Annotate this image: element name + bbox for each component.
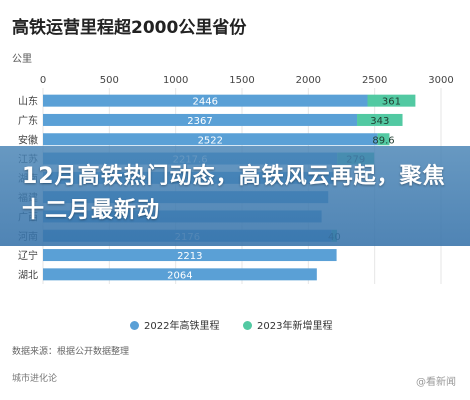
brand-logo-text: 城市进化论: [12, 374, 58, 384]
x-tick-label: 1500: [229, 75, 254, 86]
x-tick-label: 1000: [163, 75, 188, 86]
data-label: 343: [370, 116, 389, 127]
bar-segment: [357, 113, 403, 126]
data-label: 361: [382, 97, 401, 108]
headline-banner: 12月高铁热门动态，高铁风云再起，聚焦十二月最新动: [0, 146, 470, 246]
bar-segment: [43, 94, 368, 107]
headline-text: 12月高铁热门动态，高铁风云再起，聚焦十二月最新动: [22, 164, 446, 223]
y-category-label: 安徽: [18, 133, 38, 146]
legend-swatch: [130, 321, 139, 330]
legend-swatch: [243, 321, 252, 330]
data-label: 2446: [193, 97, 218, 108]
bar-segment: [43, 249, 337, 262]
legend-item-2022: 2022年高铁里程: [130, 317, 219, 332]
y-category-label: 山东: [18, 95, 38, 108]
x-tick-label: 500: [100, 75, 119, 86]
y-category-label: 辽宁: [18, 249, 38, 262]
bar-segment: [377, 133, 390, 146]
watermark: @看新闻: [416, 377, 456, 388]
x-tick-label: 3000: [428, 75, 453, 86]
data-label: 2213: [177, 251, 202, 262]
bar-segment: [43, 268, 317, 281]
bar-segment: [367, 94, 416, 107]
y-category-label: 广东: [18, 114, 38, 127]
y-category-label: 湖北: [18, 269, 38, 281]
data-label: 2367: [187, 116, 212, 127]
data-label: 2064: [167, 270, 192, 281]
chart-title: 高铁运营里程超2000公里省份: [12, 18, 247, 38]
x-tick-label: 0: [40, 75, 46, 86]
data-label: 89.6: [372, 135, 394, 146]
x-tick-label: 2000: [296, 75, 321, 86]
x-tick-label: 2500: [362, 75, 387, 86]
legend-label: 2023年新增里程: [257, 321, 333, 332]
unit-label: 公里: [12, 54, 32, 65]
legend-label: 2022年高铁里程: [144, 321, 220, 332]
legend-item-2023: 2023年新增里程: [243, 317, 332, 332]
bar-segment: [43, 113, 358, 126]
data-label: 2522: [198, 135, 223, 146]
bar-segment: [43, 133, 378, 146]
source-note: 数据来源：根据公开数据整理: [12, 347, 130, 357]
